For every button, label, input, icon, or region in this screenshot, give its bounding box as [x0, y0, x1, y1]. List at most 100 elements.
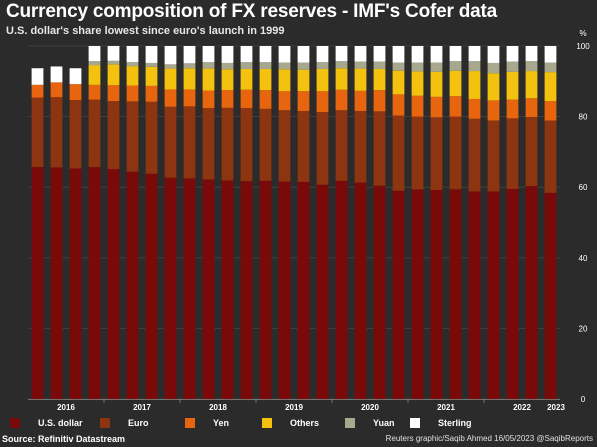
bar-segment — [164, 64, 177, 69]
bar-segment — [221, 107, 234, 181]
bar-segment — [221, 62, 234, 70]
bar-segment — [278, 110, 291, 182]
bar-segment — [259, 68, 272, 91]
legend-label: Euro — [128, 418, 149, 428]
bar-segment — [164, 177, 177, 399]
legend-swatch — [100, 418, 110, 428]
bar-segment — [487, 46, 500, 63]
bar-segment — [202, 179, 215, 399]
legend-item: Others — [262, 418, 319, 428]
bar-segment — [373, 111, 386, 186]
bar-segment — [164, 106, 177, 178]
bar-segment — [107, 85, 120, 102]
bar-segment — [221, 180, 234, 399]
chart-legend: U.S. dollar Euro Yen Others Yuan Sterling — [0, 418, 597, 432]
bar-segment — [278, 62, 291, 70]
bar-segment — [297, 62, 310, 70]
bar-segment — [449, 70, 462, 97]
bar-segment — [278, 69, 291, 92]
bar-segment — [354, 61, 367, 69]
bar-segment — [107, 169, 120, 399]
bar-segment — [50, 167, 63, 399]
bar-segment — [525, 98, 538, 117]
bar-segment — [430, 190, 443, 399]
bar-segment — [316, 46, 329, 63]
bar-segment — [240, 89, 253, 109]
bar-segment — [449, 189, 462, 399]
bar-segment — [221, 46, 234, 63]
bar-segment — [202, 68, 215, 91]
bar-segment — [373, 185, 386, 399]
x-tick-label: 2023 — [547, 403, 565, 412]
bar-segment — [335, 89, 348, 111]
bar-segment — [335, 46, 348, 62]
bar-segment — [487, 191, 500, 399]
bar-segment — [69, 68, 82, 85]
bar-segment — [373, 46, 386, 62]
bar-segment — [430, 62, 443, 72]
legend-label: Others — [290, 418, 320, 428]
bar-segment — [202, 46, 215, 63]
bar-segment — [164, 68, 177, 90]
bar-segment — [411, 71, 424, 96]
bar-segment — [316, 184, 329, 399]
bar-segment — [354, 182, 367, 399]
bar-segment — [506, 99, 519, 119]
bar-segment — [411, 46, 424, 63]
y-tick-label: 20 — [579, 324, 588, 333]
bar-segment — [335, 61, 348, 69]
legend-swatch — [345, 418, 355, 428]
bar-segment — [449, 116, 462, 190]
legend-item: U.S. dollar — [10, 418, 83, 428]
bar-segment — [164, 89, 177, 107]
legend-label: Yen — [213, 418, 230, 428]
bar-segment — [335, 180, 348, 399]
bar-segment — [544, 46, 557, 63]
bar-segment — [88, 167, 101, 399]
bar-segment — [392, 46, 405, 63]
bar-segment — [259, 90, 272, 109]
bar-segment — [31, 68, 44, 85]
bar-segment — [316, 91, 329, 113]
bar-segment — [164, 46, 177, 65]
credit-note: Reuters graphic/Saqib Ahmed 16/05/2023 @… — [385, 434, 593, 443]
bar-segment — [468, 71, 481, 99]
bar-segment — [525, 116, 538, 187]
bar-segment — [221, 69, 234, 91]
bar-segment — [544, 72, 557, 102]
bar-segment — [392, 70, 405, 95]
bar-segment — [430, 46, 443, 63]
bar-segment — [468, 61, 481, 72]
y-unit-label: % — [579, 29, 586, 38]
bar-segment — [487, 120, 500, 192]
bar-segment — [88, 61, 101, 66]
legend-swatch — [10, 418, 20, 428]
chart-title: Currency composition of FX reserves - IM… — [6, 1, 498, 22]
bar-segment — [31, 84, 44, 98]
legend-item: Sterling — [410, 418, 472, 428]
bar-segment — [31, 97, 44, 168]
bar-segment — [411, 62, 424, 72]
bar-segment — [278, 91, 291, 111]
bar-segment — [107, 64, 120, 86]
bar-segment — [449, 61, 462, 71]
bar-segment — [525, 46, 538, 62]
bar-segment — [487, 62, 500, 74]
legend-swatch — [410, 418, 420, 428]
bar-segment — [506, 188, 519, 399]
bar-segment — [544, 62, 557, 73]
bar-segment — [107, 46, 120, 61]
bar-segment — [297, 91, 310, 111]
bar-segment — [202, 62, 215, 69]
bar-segment — [240, 181, 253, 399]
legend-label: U.S. dollar — [38, 418, 83, 428]
x-tick-label: 2017 — [133, 403, 151, 412]
bar-segment — [487, 73, 500, 101]
bar-segment — [373, 68, 386, 91]
bar-segment — [88, 46, 101, 62]
chart-bars — [31, 46, 557, 400]
bar-segment — [107, 60, 120, 65]
bar-segment — [31, 167, 44, 399]
bar-segment — [316, 68, 329, 92]
bar-segment — [430, 96, 443, 118]
